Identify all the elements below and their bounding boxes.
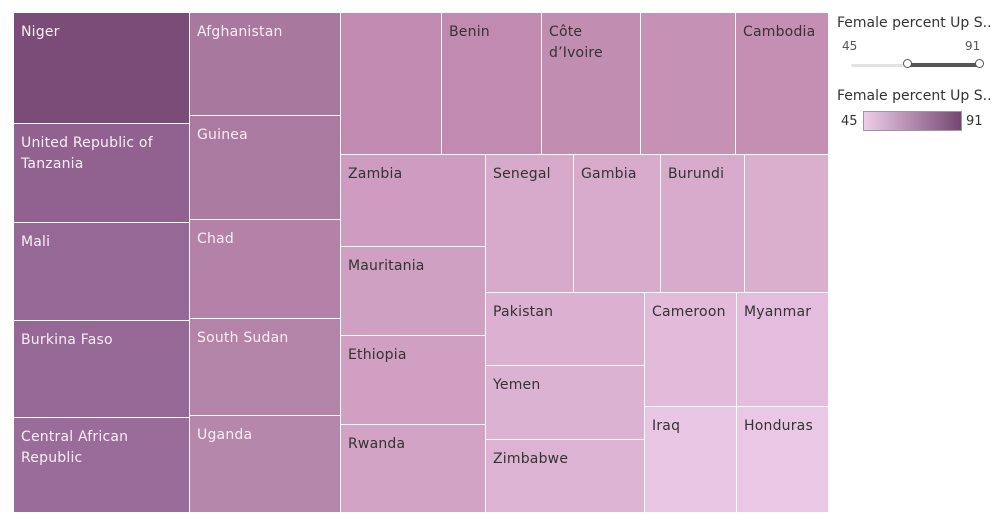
treemap-tile[interactable]: Cameroon xyxy=(645,293,737,407)
treemap-tile-label: Rwanda xyxy=(348,436,406,452)
treemap-tile[interactable]: Central African Republic xyxy=(14,418,190,513)
treemap-tile-label: South Sudan xyxy=(197,330,289,346)
treemap-tile[interactable]: Yemen xyxy=(486,366,645,440)
treemap-tile[interactable]: Zimbabwe xyxy=(486,440,645,513)
treemap-tile[interactable]: Mali xyxy=(14,223,190,321)
color-legend-max: 91 xyxy=(966,114,983,129)
treemap-tile[interactable] xyxy=(745,155,829,293)
treemap-tile-label: United Republic of Tanzania xyxy=(21,135,153,172)
treemap-tile-label: Uganda xyxy=(197,427,253,443)
treemap-tile[interactable]: Benin xyxy=(442,13,542,155)
treemap-tile[interactable]: Myanmar xyxy=(737,293,829,407)
treemap-tile-label: Myanmar xyxy=(744,304,812,320)
color-legend-title: Female percent Up S.. xyxy=(837,88,992,104)
treemap-tile[interactable]: Zambia xyxy=(341,155,486,247)
treemap-tile-label: Cambodia xyxy=(743,24,816,40)
treemap-tile[interactable]: Chad xyxy=(190,220,341,319)
treemap-tile[interactable]: Côte d’Ivoire xyxy=(542,13,641,155)
treemap-tile[interactable]: Iraq xyxy=(645,407,737,513)
treemap-tile[interactable]: Pakistan xyxy=(486,293,645,366)
treemap-tile[interactable]: Burkina Faso xyxy=(14,321,190,418)
treemap-tile-label: Ethiopia xyxy=(348,347,407,363)
treemap-tile-label: Niger xyxy=(21,24,60,40)
treemap-tile[interactable]: Honduras xyxy=(737,407,829,513)
treemap-tile[interactable]: Burundi xyxy=(661,155,745,293)
color-legend-ramp xyxy=(863,111,962,131)
treemap-tile-label: Burundi xyxy=(668,166,725,182)
treemap-tile[interactable] xyxy=(341,13,442,155)
slider-filter-title: Female percent Up S.. xyxy=(837,15,992,31)
treemap-tile-label: Yemen xyxy=(493,377,541,393)
range-slider-fill xyxy=(908,63,980,67)
treemap-tile[interactable]: Rwanda xyxy=(341,425,486,513)
range-slider-max-handle[interactable] xyxy=(975,59,984,68)
treemap-tile-label: Zambia xyxy=(348,166,403,182)
treemap-tile-label: Guinea xyxy=(197,127,248,143)
treemap-tile-label: Iraq xyxy=(652,418,681,434)
treemap-tile-label: Zimbabwe xyxy=(493,451,569,467)
treemap-tile[interactable]: Senegal xyxy=(486,155,574,293)
treemap-tile-label: Senegal xyxy=(493,166,551,182)
treemap-tile-label: Chad xyxy=(197,231,234,247)
treemap-tile-label: Gambia xyxy=(581,166,637,182)
slider-max-label: 91 xyxy=(965,39,981,53)
treemap-tile-label: Benin xyxy=(449,24,490,40)
treemap-tile[interactable]: Guinea xyxy=(190,116,341,220)
treemap-tile-label: Côte d’Ivoire xyxy=(549,24,603,61)
treemap-tile-label: Pakistan xyxy=(493,304,554,320)
treemap-tile-label: Burkina Faso xyxy=(21,332,113,348)
treemap-tile-label: Mauritania xyxy=(348,258,425,274)
treemap-tile[interactable]: South Sudan xyxy=(190,319,341,416)
treemap-tile[interactable]: Uganda xyxy=(190,416,341,513)
treemap-tile-label: Cameroon xyxy=(652,304,726,320)
treemap-tile-label: Central African Republic xyxy=(21,429,129,466)
treemap-tile-label: Mali xyxy=(21,234,51,250)
slider-min-label: 45 xyxy=(842,39,858,53)
treemap-tile[interactable]: Afghanistan xyxy=(190,13,341,116)
treemap-tile[interactable]: Gambia xyxy=(574,155,661,293)
color-legend-min: 45 xyxy=(841,114,858,129)
treemap-tile[interactable]: Niger xyxy=(14,13,190,124)
treemap-tile[interactable]: United Republic of Tanzania xyxy=(14,124,190,223)
treemap-tile[interactable]: Cambodia xyxy=(736,13,829,155)
treemap-tile-label: Honduras xyxy=(744,418,813,434)
treemap-tile[interactable]: Ethiopia xyxy=(341,336,486,425)
treemap-tile[interactable] xyxy=(641,13,736,155)
treemap-tile-label: Afghanistan xyxy=(197,24,283,40)
range-slider-min-handle[interactable] xyxy=(903,59,912,68)
treemap-tile[interactable]: Mauritania xyxy=(341,247,486,336)
